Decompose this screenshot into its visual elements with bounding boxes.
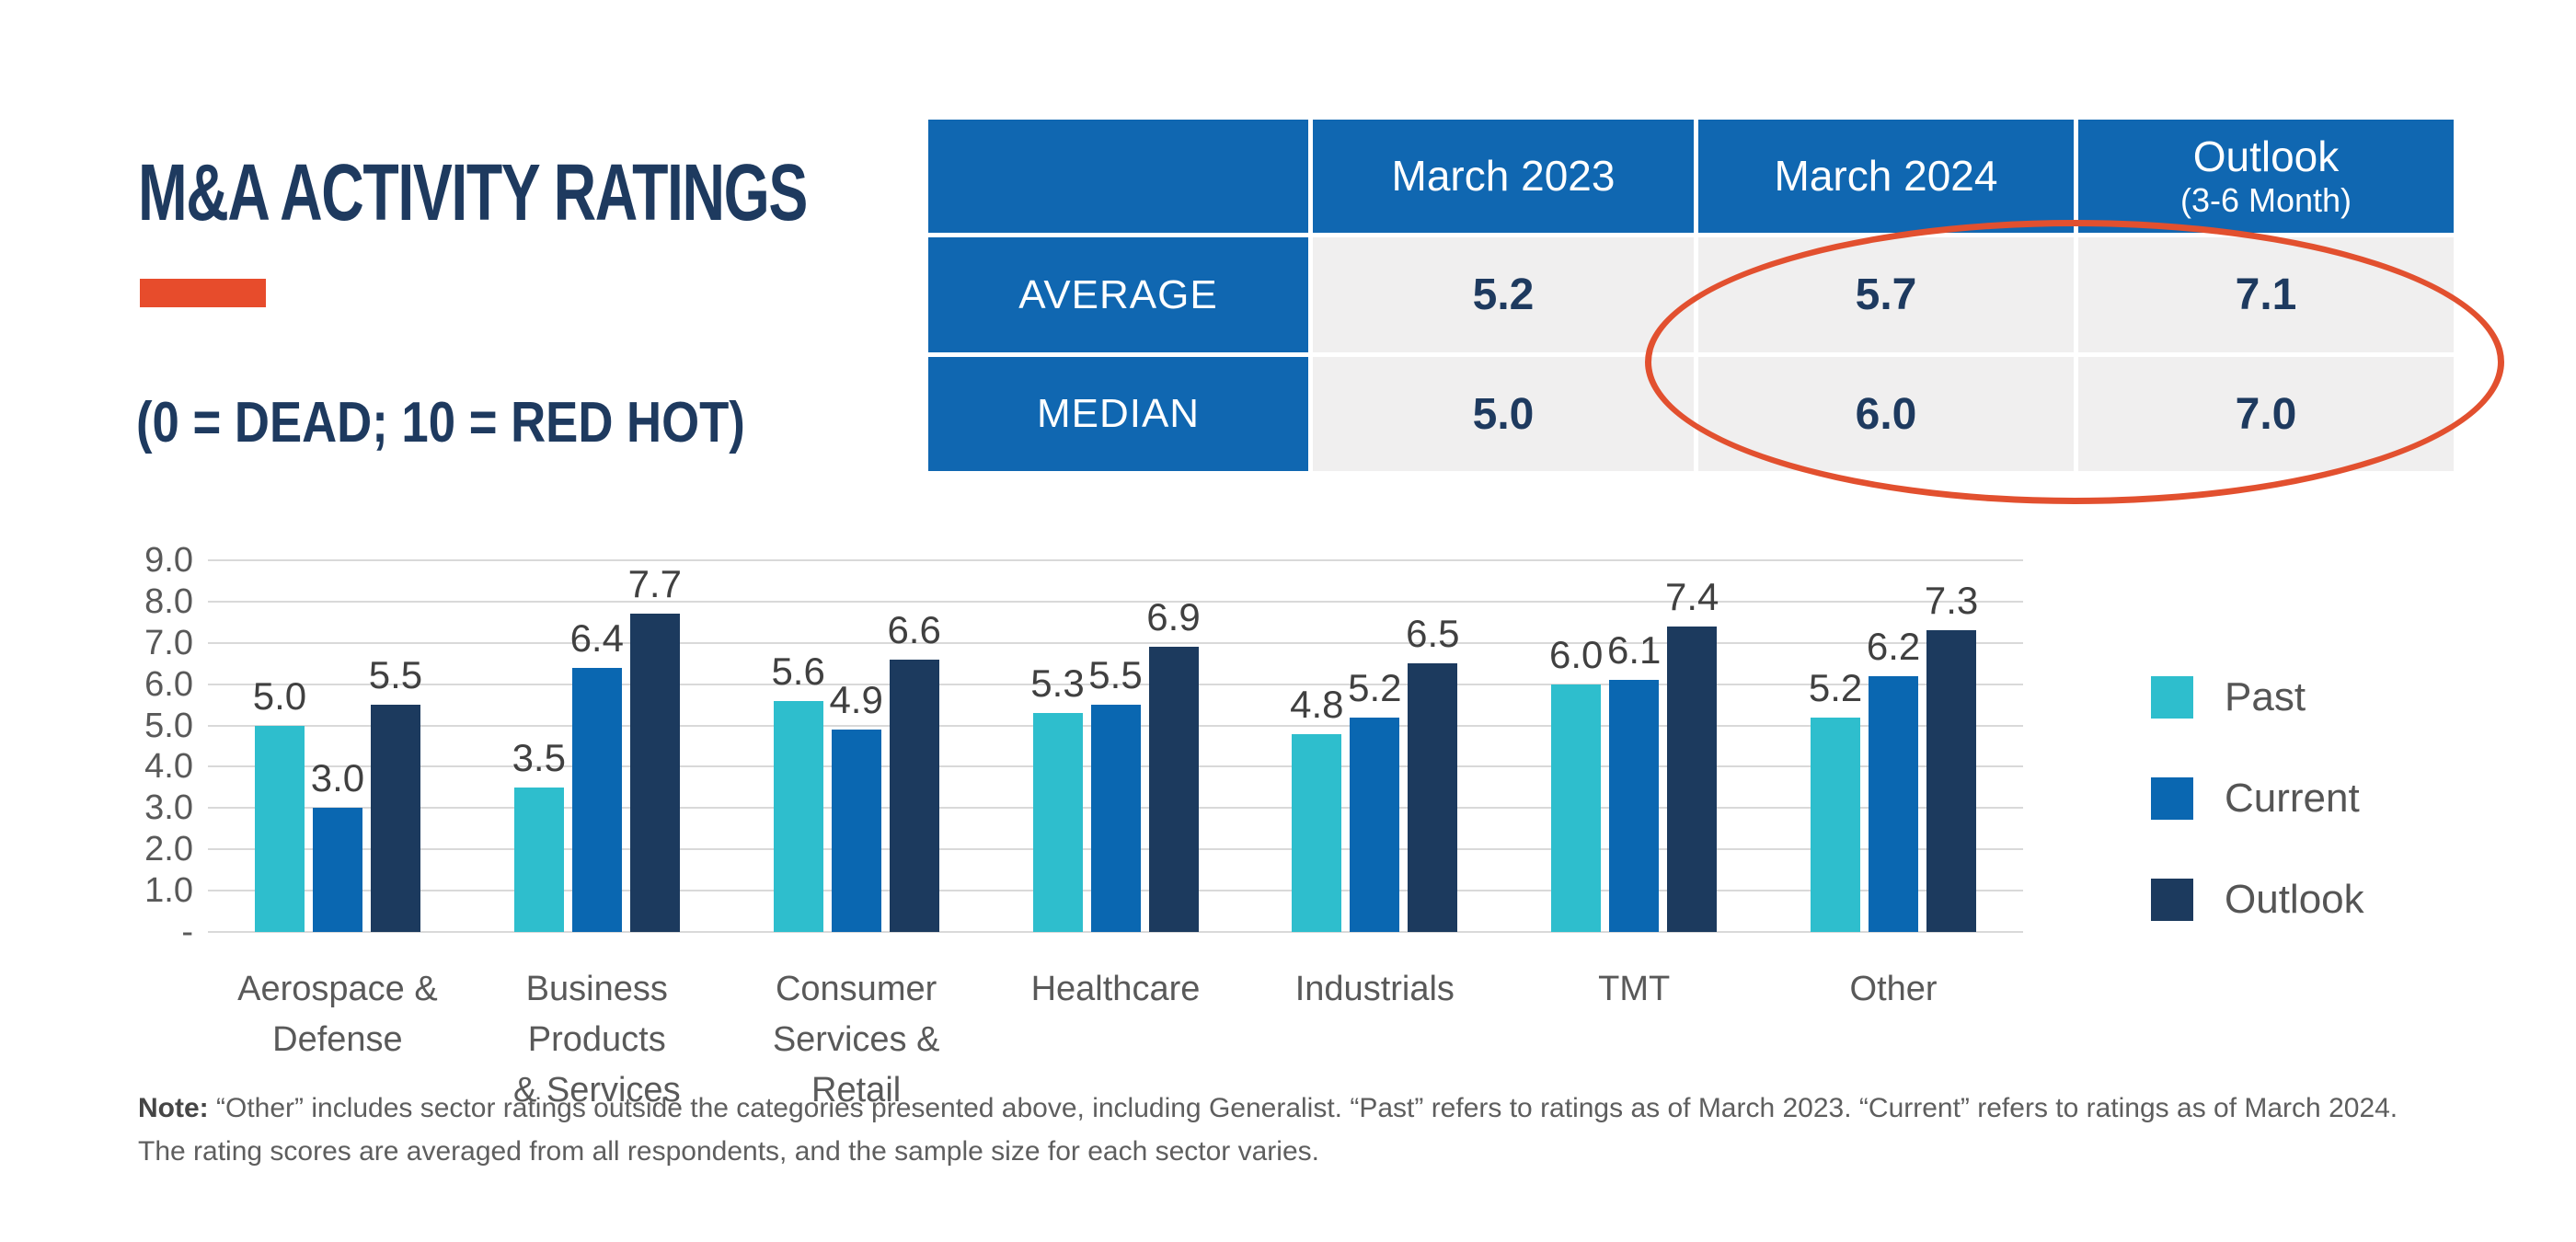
category-label: Business Products & Services	[512, 970, 681, 1110]
bar-current-7	[1869, 675, 1919, 932]
gridline	[208, 559, 2023, 561]
category-label: Healthcare	[1030, 970, 1201, 1008]
bar-outlook-4	[1148, 647, 1199, 932]
bar-value-label: 5.5	[1088, 653, 1143, 697]
category-label: Industrials	[1294, 970, 1455, 1008]
bar-value-label: 7.3	[1924, 579, 1979, 623]
y-tick-label: 6.0	[144, 664, 193, 704]
bar-past-6	[1551, 684, 1602, 932]
bar-current-5	[1350, 717, 1400, 932]
bar-outlook-6	[1667, 626, 1718, 932]
category-label: TMT	[1598, 970, 1671, 1008]
y-tick-label: -	[181, 913, 193, 951]
table-corner-cell	[928, 120, 1308, 233]
y-tick-label: 5.0	[144, 706, 193, 745]
bar-outlook-3	[889, 659, 939, 932]
bar-value-label: 6.1	[1607, 628, 1662, 673]
gridline	[208, 641, 2023, 644]
legend-item-outlook: Outlook	[2151, 877, 2364, 923]
bar-past-2	[513, 787, 564, 932]
bar-outlook-2	[629, 614, 680, 932]
bar-value-label: 6.2	[1866, 624, 1921, 668]
legend-swatch-current	[2151, 777, 2193, 820]
bar-outlook-7	[1926, 630, 1977, 932]
bar-current-4	[1090, 705, 1141, 932]
bar-value-label: 6.5	[1406, 612, 1460, 656]
bar-value-label: 4.9	[829, 678, 883, 722]
bar-value-label: 6.6	[887, 607, 941, 651]
legend-label-past: Past	[2225, 674, 2306, 719]
bar-value-label: 3.0	[310, 756, 365, 800]
table-row-header-average: AVERAGE	[928, 237, 1308, 352]
bar-value-label: 5.5	[368, 653, 423, 697]
table-col-header-march-2023: March 2023	[1313, 120, 1694, 233]
bar-value-label: 5.3	[1030, 661, 1085, 706]
y-tick-label: 8.0	[144, 581, 193, 621]
footnote-line1: “Other” includes sector ratings outside …	[216, 1093, 2398, 1123]
bar-value-label: 5.6	[771, 649, 825, 693]
bar-value-label: 4.8	[1290, 682, 1344, 726]
legend-swatch-past	[2151, 676, 2193, 719]
bar-value-label: 7.4	[1665, 574, 1719, 618]
table-col-header-march-2024: March 2024	[1698, 120, 2074, 233]
bar-past-5	[1292, 733, 1342, 932]
outlook-header-sub: (3-6 Month)	[2179, 181, 2352, 220]
outlook-header-main: Outlook	[2192, 132, 2340, 181]
footnote: Note: “Other” includes sector ratings ou…	[138, 1087, 2466, 1173]
y-tick-label: 9.0	[144, 541, 193, 580]
bar-value-label: 5.2	[1808, 665, 1863, 709]
legend-item-past: Past	[2151, 674, 2364, 720]
bar-value-label: 5.2	[1348, 665, 1402, 709]
bar-value-label: 6.0	[1549, 632, 1604, 676]
gridline	[208, 931, 2023, 933]
bar-past-7	[1811, 717, 1861, 932]
y-tick-label: 2.0	[144, 830, 193, 869]
bar-value-label: 5.0	[252, 673, 307, 718]
bar-value-label: 6.4	[569, 615, 624, 660]
bar-chart-plot-area: 5.0 3.0 5.5 3.5 6.4 7.7 5.6 4.9 6.6 5.3 5.5 6.9 4.8 5…	[208, 559, 2023, 933]
chart-legend: Past Current Outlook	[2151, 674, 2364, 923]
table-row-header-median: MEDIAN	[928, 357, 1308, 471]
bar-current-2	[571, 667, 622, 932]
x-axis-category-labels: Aerospace & Defense Business Products & S…	[208, 964, 2023, 1110]
bar-value-label: 3.5	[512, 735, 566, 779]
title-underline-bar	[140, 279, 266, 307]
table-col-header-outlook: Outlook (3-6 Month)	[2078, 120, 2454, 233]
bar-past-3	[773, 700, 823, 932]
legend-swatch-outlook	[2151, 879, 2193, 921]
category-label: Aerospace & Defense	[237, 970, 438, 1060]
bar-current-1	[312, 808, 362, 932]
category-label: Consumer Services & Retail	[772, 970, 940, 1110]
bar-value-label: 6.9	[1146, 595, 1201, 639]
rating-scale-subtitle: (0 = DEAD; 10 = RED HOT)	[136, 391, 745, 454]
bar-past-1	[254, 725, 305, 932]
y-axis-tick-labels: 9.0 8.0 7.0 6.0 5.0 4.0 3.0 2.0 1.0-	[37, 541, 193, 951]
bar-value-label: 7.7	[627, 562, 682, 606]
legend-label-current: Current	[2225, 776, 2360, 821]
bar-current-6	[1609, 680, 1660, 932]
category-label: Other	[1849, 970, 1938, 1008]
legend-label-outlook: Outlook	[2225, 877, 2364, 922]
gridline	[208, 600, 2023, 603]
highlight-ellipse	[1645, 220, 2504, 504]
y-tick-label: 1.0	[144, 871, 193, 911]
gridline	[208, 683, 2023, 685]
bar-past-4	[1032, 713, 1083, 932]
footnote-label: Note:	[138, 1093, 209, 1123]
y-tick-label: 3.0	[144, 788, 193, 828]
table-value-median-march-2023: 5.0	[1313, 357, 1694, 471]
bar-outlook-5	[1408, 663, 1458, 932]
y-tick-label: 4.0	[144, 747, 193, 787]
page-title: M&A ACTIVITY RATINGS	[138, 147, 808, 237]
footnote-line2: The rating scores are averaged from all …	[138, 1135, 1319, 1167]
table-value-average-march-2023: 5.2	[1313, 237, 1694, 352]
y-tick-label: 7.0	[144, 623, 193, 662]
bar-current-3	[831, 730, 881, 932]
bar-outlook-1	[370, 705, 420, 932]
legend-item-current: Current	[2151, 776, 2364, 822]
